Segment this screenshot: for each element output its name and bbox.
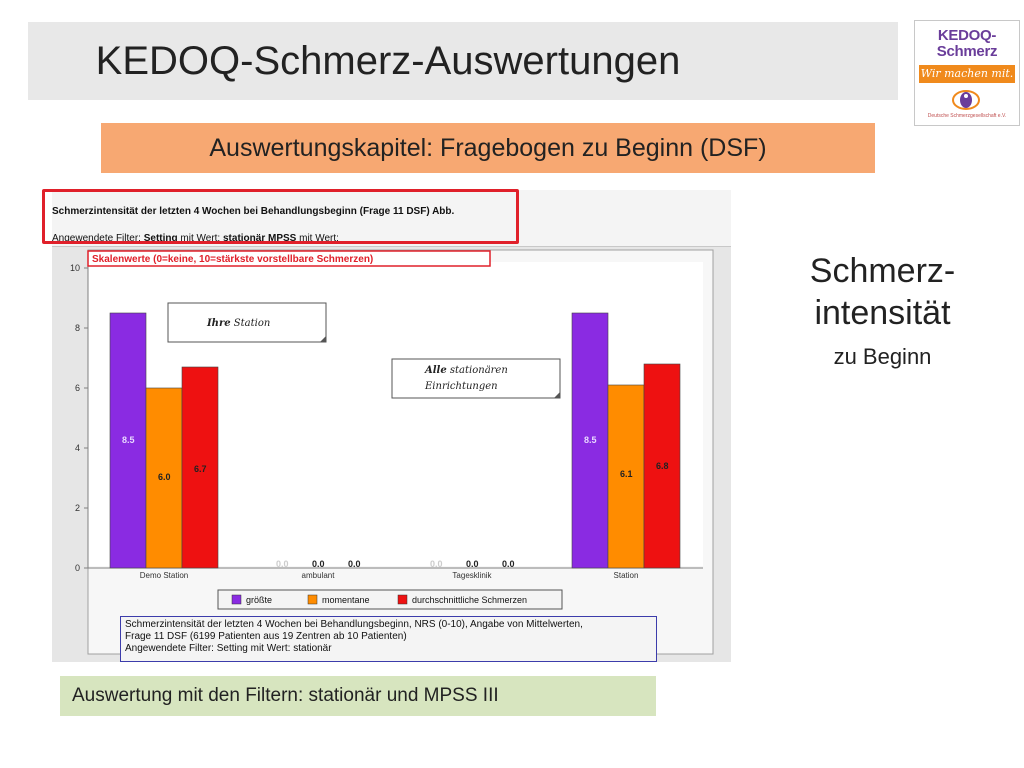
x-tick-label: Tagesklinik [452,571,492,580]
bar-value-label: 6.7 [194,464,207,474]
logo-text-line1: KEDOQ- [937,27,997,44]
panel-header-filter: Angewendete Filter: Setting mit Wert: st… [52,233,339,244]
y-tick-label: 8 [75,323,80,333]
chart-legend: größte momentane durchschnittliche Schmerz… [217,589,563,610]
y-tick-label: 2 [75,503,80,513]
y-tick-label: 6 [75,383,80,393]
legend-label: größte [246,595,272,605]
page-title: KEDOQ-Schmerz-Auswertungen [95,38,681,83]
pain-intensity-chart: 0 2 4 6 8 10 8.5 6.0 6.7 0.0 0.0 0.0 0.0 0.0 0.0 8.5 6.… [70,249,714,655]
chart-title: Skalenwerte (0=keine, 10=stärkste vorste… [92,254,373,265]
footer-line1: Schmerzintensität der letzten 4 Wochen b… [125,619,583,630]
bar-value-label: 8.5 [122,435,135,445]
bar-value-label: 0.0 [276,559,289,569]
bar-1-0 [145,387,183,569]
bar-2-3 [643,363,681,569]
bar-value-label: 6.8 [656,461,669,471]
svg-text:Ihre Station: Ihre Station [206,318,270,329]
annotation2-bold: Alle [424,365,447,376]
x-tick-label: Station [614,571,639,580]
bar-value-label: 0.0 [502,559,515,569]
annotation1-rest: Station [231,318,271,329]
annotation2-line2: Einrichtungen [424,381,498,392]
y-tick-label: 4 [75,443,80,453]
filter-note: Auswertung mit den Filtern: stationär un… [60,676,656,716]
bar-value-label: 0.0 [466,559,479,569]
bar-2-0 [181,366,219,569]
logo-text-line2: Schmerz [936,43,998,60]
bar-value-label: 6.1 [620,469,633,479]
legend-label: momentane [322,595,370,605]
highlight-outline [42,189,519,244]
legend-box [217,589,563,610]
filter-value: stationär MPSS [222,233,297,244]
logo-slogan: Wir machen mit. [919,65,1015,83]
kedoq-logo: KEDOQ- Schmerz Wir machen mit. Deutsche … [914,20,1020,126]
bar-0-0 [109,312,147,569]
x-tick-label: Demo Station [140,571,188,580]
filter-mid: mit Wert: [177,233,223,244]
bar-value-label: 0.0 [430,559,443,569]
annotation1-bold: Ihre [206,318,231,329]
title-bar: KEDOQ-Schmerz-Auswertungen [28,22,898,100]
bar-value-label: 0.0 [312,559,325,569]
side-subtitle: zu Beginn [833,344,932,369]
legend-swatch [231,594,242,605]
footer-line3: Angewendete Filter: Setting mit Wert: st… [125,643,332,654]
legend-label: durchschnittliche Schmerzen [412,595,527,605]
chapter-banner: Auswertungskapitel: Fragebogen zu Beginn… [101,123,875,173]
bar-1-3 [607,384,645,569]
annotation-ihre-station: Ihre Station [167,302,327,343]
x-tick-label: ambulant [302,571,336,580]
filter-setting: Setting [143,233,178,244]
bar-value-label: 8.5 [584,435,597,445]
filter-suffix: mit Wert: [296,233,339,244]
bar-value-label: 6.0 [158,472,171,482]
report-panel: Schmerzintensität der letzten 4 Wochen b… [52,190,731,662]
panel-footer-note: Schmerzintensität der letzten 4 Wochen b… [120,616,657,662]
panel-header-title: Schmerzintensität der letzten 4 Wochen b… [52,206,455,217]
logo-figure-icon [952,90,980,110]
y-tick-label: 10 [70,263,80,273]
bar-value-label: 0.0 [348,559,361,569]
y-tick-label: 0 [75,563,80,573]
svg-text:Alle stationären: Alle stationären [424,365,508,376]
logo-society-text: Deutsche Schmerzgesellschaft e.V. [927,113,1007,119]
annotation2-rest: stationären [447,365,508,376]
filter-prefix: Angewendete Filter: [52,233,144,244]
bar-0-3 [571,312,609,569]
annotation-alle-einrichtungen: Alle stationären Einrichtungen [391,358,561,399]
footer-line2: Frage 11 DSF (6199 Patienten aus 19 Zent… [125,631,407,642]
side-title-line1: Schmerz- [809,252,956,290]
legend-swatch [397,594,408,605]
side-title: Schmerz- intensität [780,250,985,334]
panel-header: Schmerzintensität der letzten 4 Wochen b… [52,190,731,247]
legend-swatch [307,594,318,605]
chart-title-box: Skalenwerte (0=keine, 10=stärkste vorste… [87,250,491,267]
side-title-line2: intensität [814,294,951,332]
